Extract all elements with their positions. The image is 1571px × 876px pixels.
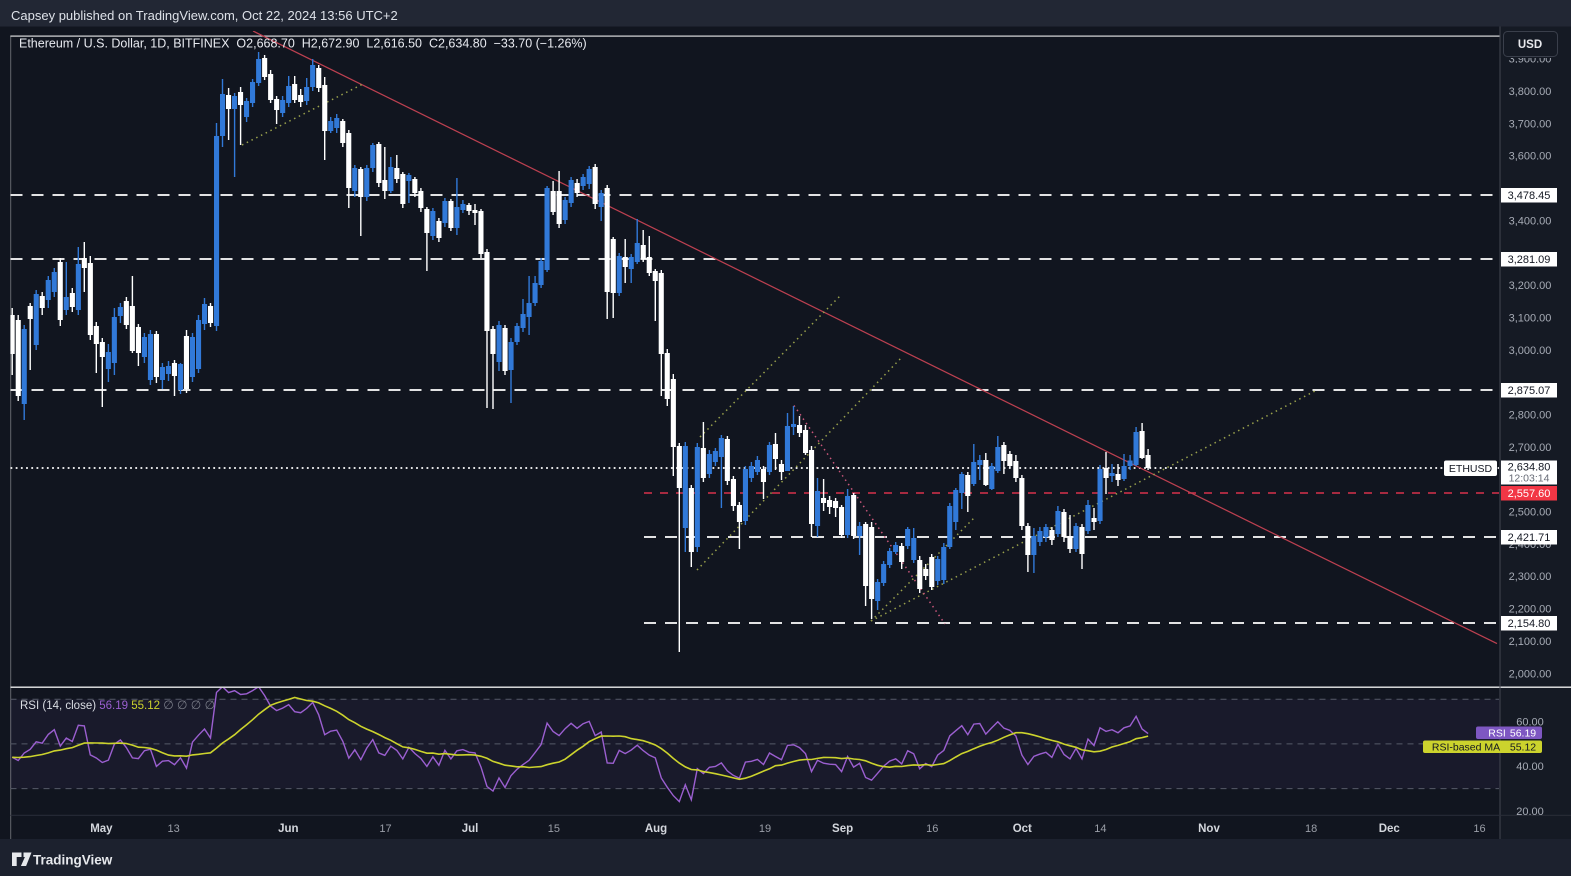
svg-text:2,100.00: 2,100.00 [1509, 636, 1552, 648]
svg-text:2,634.80: 2,634.80 [1508, 462, 1551, 474]
svg-text:Aug: Aug [645, 823, 667, 835]
svg-text:3,900.00: 3,900.00 [1509, 54, 1552, 66]
svg-text:14: 14 [1094, 823, 1106, 835]
svg-text:Oct: Oct [1013, 823, 1032, 835]
svg-text:Dec: Dec [1379, 823, 1401, 835]
svg-text:17: 17 [379, 823, 391, 835]
svg-text:2,557.60: 2,557.60 [1508, 488, 1551, 500]
svg-text:16: 16 [1473, 823, 1485, 835]
svg-text:2,200.00: 2,200.00 [1509, 604, 1552, 616]
svg-text:3,281.09: 3,281.09 [1508, 254, 1551, 266]
svg-text:RSI (14, close) 56.19 55.12 ∅: RSI (14, close) 56.19 55.12 ∅ ∅ ∅ ∅ [20, 698, 215, 712]
svg-text:RSI-based MA: RSI-based MA [1432, 742, 1500, 754]
svg-text:2,000.00: 2,000.00 [1509, 668, 1552, 680]
svg-text:3,200.00: 3,200.00 [1509, 280, 1552, 292]
svg-text:Capsey published on TradingVie: Capsey published on TradingView.com, Oct… [11, 8, 398, 23]
svg-text:2,700.00: 2,700.00 [1509, 442, 1552, 454]
svg-text:16: 16 [926, 823, 938, 835]
svg-text:60.00: 60.00 [1516, 717, 1544, 729]
svg-text:3,800.00: 3,800.00 [1509, 86, 1552, 98]
svg-text:3,400.00: 3,400.00 [1509, 215, 1552, 227]
svg-text:May: May [90, 823, 113, 835]
svg-text:RSI: RSI [1488, 728, 1506, 740]
svg-text:3,100.00: 3,100.00 [1509, 312, 1552, 324]
svg-text:18: 18 [1305, 823, 1317, 835]
svg-text:13: 13 [167, 823, 179, 835]
svg-text:2,421.71: 2,421.71 [1508, 532, 1551, 544]
svg-text:2,875.07: 2,875.07 [1508, 385, 1551, 397]
svg-text:20.00: 20.00 [1516, 806, 1544, 818]
svg-text:19: 19 [759, 823, 771, 835]
svg-text:3,000.00: 3,000.00 [1509, 345, 1552, 357]
svg-text:2,154.80: 2,154.80 [1508, 618, 1551, 630]
svg-text:15: 15 [548, 823, 560, 835]
svg-text:2,500.00: 2,500.00 [1509, 507, 1552, 519]
svg-text:12:03:14: 12:03:14 [1509, 473, 1550, 485]
svg-text:Jul: Jul [462, 823, 479, 835]
svg-text:3,700.00: 3,700.00 [1509, 118, 1552, 130]
svg-text:USD: USD [1518, 39, 1542, 51]
svg-text:Sep: Sep [832, 823, 853, 835]
svg-text:ETHUSD: ETHUSD [1449, 463, 1493, 475]
svg-text:55.12: 55.12 [1510, 742, 1536, 754]
svg-text:2,800.00: 2,800.00 [1509, 410, 1552, 422]
svg-text:Nov: Nov [1198, 823, 1220, 835]
svg-text:3,600.00: 3,600.00 [1509, 151, 1552, 163]
svg-text:56.19: 56.19 [1510, 728, 1536, 740]
svg-text:TradingView: TradingView [33, 853, 113, 868]
svg-text:3,478.45: 3,478.45 [1508, 190, 1551, 202]
svg-text:Ethereum / U.S. Dollar, 1D, BI: Ethereum / U.S. Dollar, 1D, BITFINEX O2,… [19, 37, 587, 51]
svg-text:40.00: 40.00 [1516, 761, 1544, 773]
svg-text:2,300.00: 2,300.00 [1509, 571, 1552, 583]
svg-text:Jun: Jun [278, 823, 298, 835]
